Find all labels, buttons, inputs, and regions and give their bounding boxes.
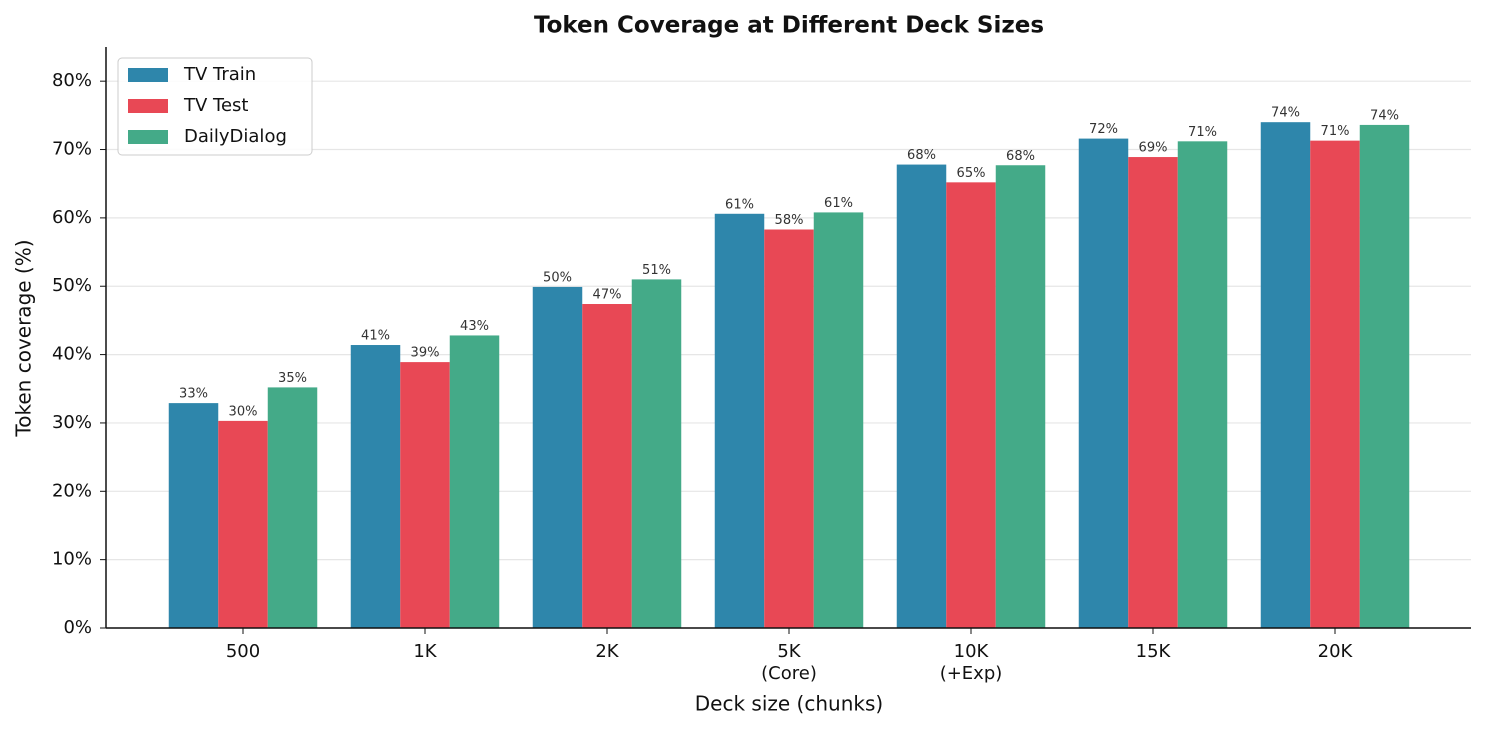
bar (764, 229, 814, 628)
value-label: 30% (229, 404, 258, 419)
value-label: 41% (361, 329, 390, 344)
value-label: 74% (1370, 108, 1399, 123)
value-label: 35% (278, 371, 307, 386)
value-label: 68% (1006, 149, 1035, 164)
bar (896, 164, 947, 628)
value-label: 51% (642, 263, 671, 278)
x-tick-label: 1K (413, 641, 437, 662)
bar (449, 335, 500, 628)
y-tick-label: 40% (52, 344, 92, 365)
y-axis-label: Token coverage (%) (12, 239, 36, 437)
value-label: 39% (411, 346, 440, 361)
value-label: 58% (775, 213, 804, 228)
legend-label: TV Test (183, 95, 248, 116)
value-label: 65% (957, 166, 986, 181)
bar (946, 182, 996, 629)
x-tick-label: 20K (1317, 641, 1353, 662)
legend-swatch (128, 99, 168, 113)
bar (582, 304, 632, 628)
y-tick-label: 10% (52, 549, 92, 570)
y-tick-label: 20% (52, 480, 92, 501)
y-tick-label: 70% (52, 139, 92, 160)
bar (813, 212, 864, 628)
value-label: 68% (907, 148, 936, 163)
y-tick-label: 80% (52, 70, 92, 91)
x-tick-label: 2K (595, 641, 619, 662)
value-label: 47% (593, 288, 622, 303)
value-label: 43% (460, 319, 489, 334)
bar (267, 387, 318, 628)
y-tick-label: 60% (52, 207, 92, 228)
bar (1260, 122, 1311, 628)
y-tick-label: 30% (52, 412, 92, 433)
x-tick-label: 10K (+Exp) (939, 641, 1003, 684)
value-label: 69% (1139, 141, 1168, 156)
value-label: 71% (1188, 125, 1217, 140)
bar (218, 420, 268, 628)
bar (400, 362, 450, 628)
value-label: 71% (1321, 124, 1350, 139)
value-label: 33% (179, 387, 208, 402)
x-tick-label: 500 (225, 641, 261, 662)
bar (1177, 141, 1228, 628)
bar (1078, 138, 1129, 628)
value-label: 72% (1089, 122, 1118, 137)
bar (532, 286, 583, 628)
value-label: 50% (543, 270, 572, 285)
legend-swatch (128, 68, 168, 82)
legend-label: DailyDialog (184, 126, 287, 147)
bar (714, 213, 765, 628)
bar (168, 403, 219, 628)
value-label: 61% (725, 197, 754, 212)
y-tick-label: 0% (63, 617, 92, 638)
chart-title: Token Coverage at Different Deck Sizes (534, 13, 1044, 39)
bar (1128, 157, 1178, 629)
legend-label: TV Train (183, 64, 256, 85)
bar (631, 279, 682, 628)
x-tick-label: 15K (1135, 641, 1171, 662)
x-tick-label: 5K (Core) (761, 641, 817, 684)
legend-swatch (128, 130, 168, 144)
bar (1359, 124, 1410, 628)
y-tick-label: 50% (52, 275, 92, 296)
value-label: 74% (1271, 106, 1300, 121)
bar (995, 165, 1046, 628)
bar (1310, 140, 1360, 628)
value-label: 61% (824, 196, 853, 211)
x-axis-label: Deck size (chunks) (695, 692, 883, 716)
bar (350, 345, 401, 628)
